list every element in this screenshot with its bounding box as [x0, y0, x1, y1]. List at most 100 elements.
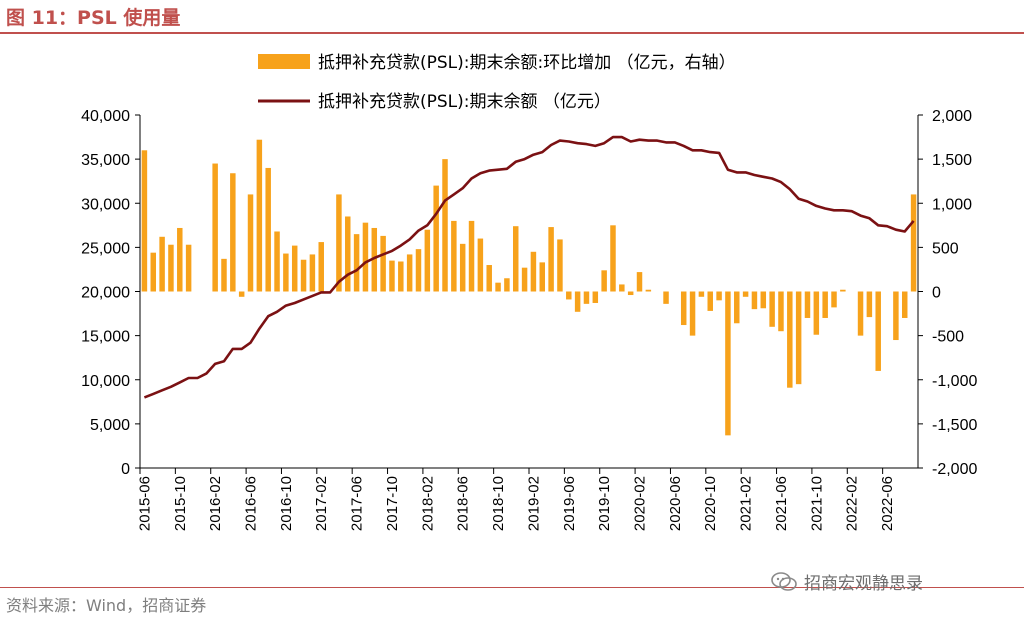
- x-tick-label: 2021-06: [773, 476, 790, 531]
- bar: [795, 291, 802, 385]
- bar: [592, 291, 599, 303]
- y-left-tick-label: 25,000: [81, 240, 130, 257]
- bar: [698, 291, 705, 297]
- x-tick-label: 2019-10: [596, 476, 613, 531]
- y-left-tick-label: 35,000: [81, 152, 130, 169]
- bar: [769, 291, 775, 327]
- bar: [451, 220, 457, 292]
- bar: [707, 291, 713, 311]
- figure-title: 图 11：PSL 使用量: [6, 7, 181, 29]
- bar: [751, 291, 758, 310]
- y-right-tick-label: 0: [932, 285, 941, 302]
- y-left-tick-label: 40,000: [81, 108, 130, 125]
- bar: [557, 239, 563, 292]
- bar: [840, 289, 846, 292]
- bar: [495, 282, 501, 292]
- x-tick-label: 2016-06: [243, 476, 260, 531]
- legend-line-label: 抵押补充贷款(PSL):期末余额 （亿元）: [318, 92, 611, 112]
- x-tick-label: 2018-02: [419, 476, 436, 531]
- bar: [787, 291, 793, 388]
- bar: [822, 291, 828, 318]
- bar: [398, 261, 404, 292]
- bar: [468, 220, 475, 292]
- y-right-tick-label: -1,000: [932, 373, 977, 390]
- bar: [442, 159, 448, 292]
- bar: [742, 291, 749, 297]
- y-right-tick-label: 2,000: [932, 108, 972, 125]
- bar: [291, 245, 298, 292]
- bar: [221, 258, 227, 292]
- y-left-tick-label: 15,000: [81, 329, 130, 346]
- y-left-tick-label: 0: [121, 461, 130, 478]
- legend: 抵押补充贷款(PSL):期末余额:环比增加 （亿元，右轴） 抵押补充贷款(PSL…: [258, 53, 736, 112]
- x-tick-label: 2016-02: [207, 476, 224, 531]
- y-left-tick-label: 10,000: [81, 373, 130, 390]
- bar: [866, 291, 873, 318]
- plot-area: 0 5,000 10,000 15,000 20,000 25,000 30,000 35,0…: [81, 108, 977, 531]
- bar: [433, 185, 439, 292]
- x-tick-label: 2021-10: [808, 476, 825, 531]
- y-left-tick-label: 5,000: [90, 417, 130, 434]
- series-line: [143, 135, 915, 399]
- bar: [734, 291, 740, 324]
- bar: [141, 150, 148, 292]
- x-tick-label: 2019-06: [561, 476, 578, 531]
- y-right-tick-label: 1,500: [932, 152, 972, 169]
- bar: [645, 289, 652, 292]
- bar: [627, 291, 634, 296]
- bar: [636, 272, 643, 292]
- x-tick-label: 2017-02: [313, 476, 330, 531]
- bar: [159, 236, 165, 292]
- x-tick-label: 2019-02: [525, 476, 542, 531]
- bar: [548, 227, 554, 292]
- bar: [150, 252, 157, 292]
- bar: [504, 278, 510, 292]
- x-tick-label: 2020-10: [702, 476, 719, 531]
- x-tick-label: 2022-06: [879, 476, 896, 531]
- wechat-icon: [771, 571, 797, 591]
- y-right-tick-label: -1,500: [932, 417, 977, 434]
- bar: [230, 173, 236, 292]
- bar: [265, 167, 271, 292]
- x-tick-label: 2018-06: [455, 476, 472, 531]
- bar: [371, 227, 378, 292]
- bar: [318, 242, 324, 292]
- x-tick-label: 2017-10: [384, 476, 401, 531]
- bar: [610, 225, 616, 292]
- bar: [406, 254, 413, 292]
- bar: [309, 254, 316, 292]
- y-right-tick-label: -500: [932, 329, 964, 346]
- bar: [168, 244, 174, 292]
- legend-bar-swatch: [258, 54, 310, 69]
- x-tick-label: 2016-10: [278, 476, 295, 531]
- y-left-tick-label: 30,000: [81, 196, 130, 213]
- bar: [177, 227, 183, 292]
- watermark: 招商宏观静思录: [770, 569, 923, 594]
- legend-bar-label: 抵押补充贷款(PSL):期末余额:环比增加 （亿元，右轴）: [318, 53, 736, 73]
- bar: [336, 194, 342, 292]
- bar: [389, 260, 395, 292]
- bar: [345, 216, 351, 292]
- bar: [901, 291, 908, 318]
- title-divider: [0, 32, 1024, 34]
- x-tick-label: 2020-06: [667, 476, 684, 531]
- bar: [274, 231, 280, 292]
- bar: [689, 291, 696, 336]
- x-tick-label: 2018-10: [490, 476, 507, 531]
- bar: [256, 139, 263, 292]
- y-right-tick-label: 500: [932, 240, 959, 257]
- bar: [424, 229, 431, 292]
- bar: [185, 244, 192, 292]
- bar: [804, 291, 811, 318]
- bar: [725, 291, 731, 436]
- bar: [530, 251, 537, 292]
- x-tick-label: 2015-06: [136, 476, 153, 531]
- bar: [212, 163, 218, 292]
- bar: [283, 253, 289, 292]
- bar: [910, 194, 917, 292]
- bar: [300, 259, 307, 292]
- source-note: 资料来源：Wind，招商证券: [6, 596, 207, 615]
- x-tick-label: 2015-10: [172, 476, 189, 531]
- bar: [362, 222, 369, 292]
- source-divider: [0, 587, 1024, 588]
